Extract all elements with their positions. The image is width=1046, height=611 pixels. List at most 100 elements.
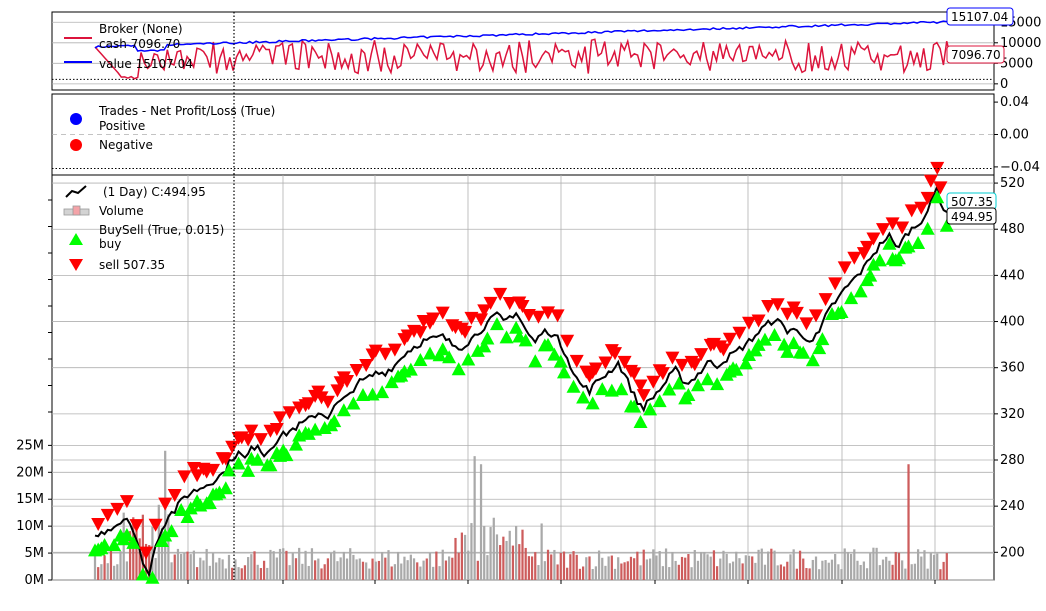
buy-marker xyxy=(901,239,916,253)
volume-bar xyxy=(314,560,317,580)
sell-marker xyxy=(167,489,182,503)
buy-marker xyxy=(872,253,887,267)
volume-bar xyxy=(438,566,441,580)
buy-marker xyxy=(863,268,878,282)
sell-marker xyxy=(458,325,473,339)
volume-bar xyxy=(390,566,393,580)
volume-bar xyxy=(422,560,425,580)
volume-bar xyxy=(428,552,432,580)
trades-ytick-label: 0.04 xyxy=(1000,95,1029,110)
volume-bar xyxy=(307,565,310,580)
sell-marker xyxy=(914,201,929,215)
broker-legend-title: Broker (None) xyxy=(99,22,183,36)
volume-bar xyxy=(285,550,288,580)
buy-marker xyxy=(671,376,686,390)
negative-legend-marker xyxy=(70,139,82,151)
volume-bar xyxy=(585,557,588,580)
volume-ytick-label: 15M xyxy=(16,492,44,507)
buy-marker xyxy=(528,354,543,368)
sell-marker xyxy=(119,495,134,509)
volume-bar xyxy=(240,568,243,580)
buy-marker xyxy=(541,337,556,351)
volume-bar xyxy=(901,560,904,580)
volume-bar xyxy=(633,558,636,580)
sell-marker xyxy=(732,326,747,340)
buy-marker xyxy=(553,354,568,368)
volume-bar xyxy=(237,567,240,580)
sell-marker xyxy=(493,287,508,301)
cash-legend-label: cash 7096.70 xyxy=(99,37,180,51)
sell-marker xyxy=(646,375,661,389)
sell-marker xyxy=(244,424,259,438)
buy-marker xyxy=(710,377,725,391)
volume-bar xyxy=(345,558,349,580)
volume-bar xyxy=(384,557,387,580)
volume-bar xyxy=(923,550,926,580)
sell-marker xyxy=(694,348,709,362)
sell-marker xyxy=(515,299,530,313)
buy-marker xyxy=(815,332,830,346)
sell-price-callout: 507.35 xyxy=(946,192,997,210)
buy-marker xyxy=(279,448,294,462)
volume-bar xyxy=(757,549,760,580)
volume-bar xyxy=(173,554,176,580)
volume-bar xyxy=(511,545,515,580)
volume-bar xyxy=(840,569,843,580)
volume-bar xyxy=(342,551,345,580)
volume-bar xyxy=(368,568,371,580)
volume-bar xyxy=(725,553,728,580)
volume-bar xyxy=(339,557,342,580)
volume-bar xyxy=(728,563,731,580)
volume-bar xyxy=(821,560,824,580)
volume-bar xyxy=(192,550,196,580)
volume-bar xyxy=(205,548,208,580)
sell-marker xyxy=(799,317,814,331)
volume-bar xyxy=(677,564,680,580)
buy-marker xyxy=(126,535,141,549)
buy-marker xyxy=(212,485,227,499)
volume-bar xyxy=(508,530,511,580)
buy-marker xyxy=(585,396,600,410)
buy-marker xyxy=(595,382,610,396)
volume-bar xyxy=(486,555,489,580)
volume-bar xyxy=(578,568,582,580)
sell-marker xyxy=(930,161,945,175)
sell-marker xyxy=(627,367,642,381)
buy-marker xyxy=(767,327,782,341)
volume-ytick-label: 20M xyxy=(16,465,44,480)
buy-marker xyxy=(480,331,495,345)
volume-bar xyxy=(106,563,109,580)
volume-bar xyxy=(505,540,508,580)
buy-marker xyxy=(107,538,122,552)
buy-marker xyxy=(614,382,629,396)
volume-bar xyxy=(712,550,716,580)
volume-bar xyxy=(741,563,744,580)
positive-legend-marker xyxy=(70,113,82,125)
sell-marker xyxy=(675,358,690,372)
buy-marker xyxy=(202,495,217,509)
buy-marker xyxy=(135,567,150,581)
volume-bar xyxy=(502,536,505,580)
buy-marker xyxy=(738,356,753,370)
volume-bar xyxy=(377,560,381,580)
volume-bar xyxy=(208,565,211,580)
volume-bar xyxy=(566,567,569,580)
volume-legend-label: Volume xyxy=(99,204,144,218)
sell-marker xyxy=(177,470,192,484)
volume-bar xyxy=(891,564,894,580)
volume-bar xyxy=(224,568,227,580)
buy-marker xyxy=(662,382,677,396)
volume-bar xyxy=(534,552,537,580)
value-legend-label: value 15107.04 xyxy=(99,57,193,71)
volume-bar xyxy=(792,549,795,580)
volume-bar xyxy=(776,565,779,580)
volume-bar xyxy=(403,556,406,580)
volume-bar xyxy=(416,562,419,580)
sell-marker xyxy=(633,379,648,393)
sell-marker xyxy=(761,300,776,314)
buy-marker xyxy=(470,343,485,357)
sell-marker xyxy=(866,232,881,246)
volume-bar xyxy=(690,567,693,580)
close-price-callout: 494.95 xyxy=(946,207,997,225)
volume-bar xyxy=(581,566,585,580)
